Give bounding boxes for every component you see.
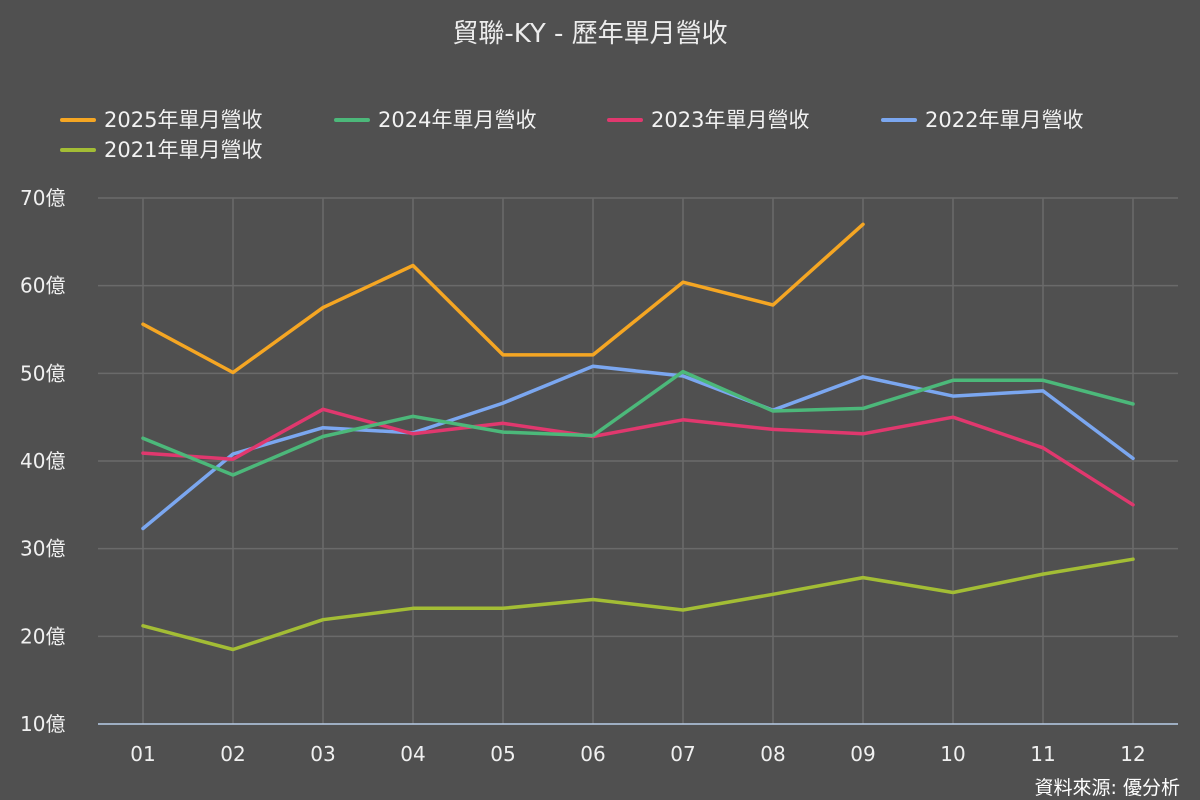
x-tick-label: 10	[940, 742, 965, 766]
legend-item: 2021年單月營收	[60, 138, 262, 162]
y-tick-label: 50億	[20, 361, 65, 385]
legend-item: 2023年單月營收	[607, 108, 809, 132]
x-tick-label: 01	[130, 742, 155, 766]
x-tick-label: 09	[850, 742, 875, 766]
series-line-2021	[141, 557, 1135, 652]
x-tick-label: 06	[580, 742, 605, 766]
series-line-2024	[141, 369, 1135, 477]
x-tick-label: 07	[670, 742, 695, 766]
series-line-2025	[141, 222, 865, 375]
legend-item: 2025年單月營收	[60, 108, 262, 132]
x-tick-label: 12	[1120, 742, 1145, 766]
legend-label: 2023年單月營收	[651, 108, 809, 132]
legend-label: 2025年單月營收	[104, 108, 262, 132]
grid-layer	[98, 197, 1178, 724]
y-tick-label: 20億	[20, 624, 65, 648]
y-tick-label: 30億	[20, 537, 65, 561]
chart-title: 貿聯-KY - 歷年單月營收	[452, 19, 727, 49]
legend-item: 2024年單月營收	[334, 108, 536, 132]
source-label: 資料來源: 優分析	[1035, 777, 1180, 799]
x-tick-label: 03	[310, 742, 335, 766]
y-tick-label: 70億	[20, 186, 65, 210]
legend: 2025年單月營收 2024年單月營收 2023年單月營收 2022年單月營收 2021…	[60, 108, 1083, 162]
series-line-2023	[141, 407, 1135, 507]
y-tick-label: 40億	[20, 449, 65, 473]
y-tick-label: 10億	[20, 712, 65, 736]
legend-label: 2021年單月營收	[104, 138, 262, 162]
x-tick-label: 11	[1030, 742, 1055, 766]
x-tick-label: 04	[400, 742, 425, 766]
x-tick-label: 05	[490, 742, 515, 766]
x-tick-label: 08	[760, 742, 785, 766]
x-tick-label: 02	[220, 742, 245, 766]
axis-layer: 10億 20億 30億 40億 50億 60億 70億 01 02 03 04 05 06 07 08 09 1…	[20, 186, 1178, 766]
legend-label: 2024年單月營收	[378, 108, 536, 132]
legend-item: 2022年單月營收	[881, 108, 1083, 132]
series-line-2022	[141, 364, 1135, 531]
y-tick-label: 60億	[20, 274, 65, 298]
legend-label: 2022年單月營收	[925, 108, 1083, 132]
series-layer	[141, 222, 1135, 652]
